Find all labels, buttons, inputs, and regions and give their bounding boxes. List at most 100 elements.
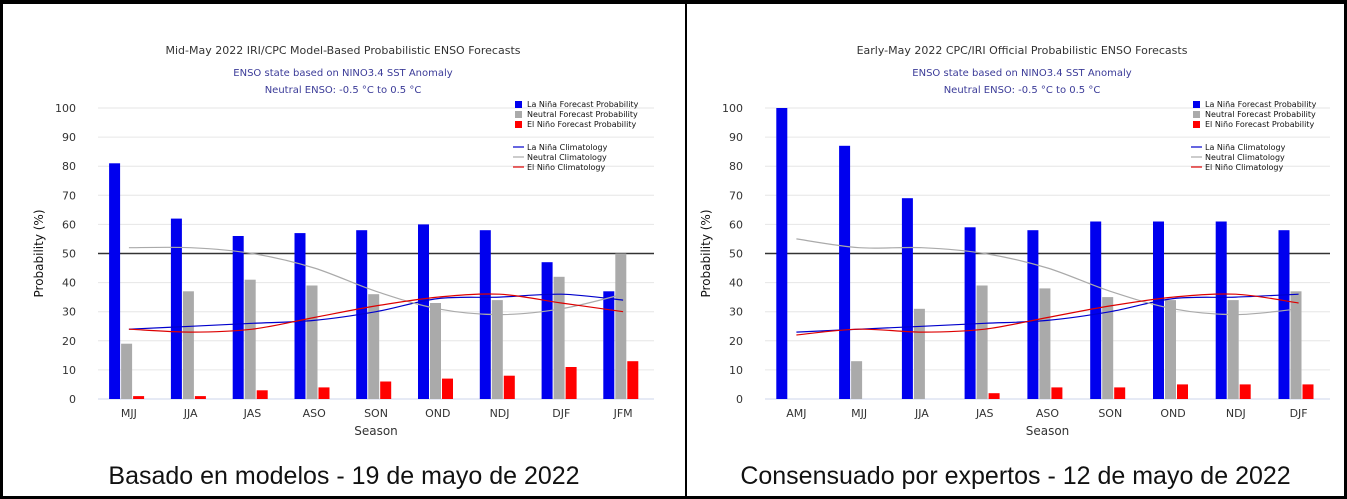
- bar-neutral: [1039, 288, 1051, 399]
- bar-el-nino: [256, 390, 268, 399]
- y-tick-label: 40: [729, 277, 743, 290]
- bar-neutral: [182, 291, 194, 399]
- x-tick-label: AMJ: [786, 407, 806, 420]
- legend-label: La Niña Forecast Probability: [1205, 100, 1317, 109]
- bar-neutral: [553, 276, 565, 399]
- x-tick-label: JJA: [183, 407, 198, 420]
- bar-la-nina: [170, 218, 182, 399]
- bar-el-nino: [380, 381, 392, 399]
- climatology-line-la-nina: [128, 293, 624, 330]
- y-tick-label: 80: [62, 160, 76, 173]
- legend-swatch: [1193, 121, 1200, 128]
- legend-label: El Niño Forecast Probability: [1205, 120, 1314, 129]
- bar-el-nino: [627, 361, 639, 399]
- bar-neutral: [244, 279, 256, 399]
- y-tick-label: 90: [62, 131, 76, 144]
- bar-la-nina: [603, 291, 615, 399]
- bar-la-nina: [1153, 221, 1164, 399]
- legend-label: Neutral Forecast Probability: [527, 110, 638, 119]
- bar-el-nino: [1114, 387, 1126, 399]
- x-tick-label: JJA: [914, 407, 929, 420]
- bar-la-nina: [1027, 230, 1039, 399]
- legend-label: La Niña Climatology: [1205, 143, 1286, 152]
- bar-neutral: [430, 303, 441, 399]
- y-tick-label: 30: [62, 306, 76, 319]
- legend-swatch: [515, 101, 522, 108]
- climatology-line-el-nino: [796, 293, 1299, 336]
- chart-right: Early-May 2022 CPC/IRI Official Probabil…: [699, 44, 1330, 438]
- bar-neutral: [1165, 300, 1176, 399]
- bar-el-nino: [318, 387, 330, 399]
- x-tick-label: DJF: [552, 407, 570, 420]
- climatology-line-neutral: [128, 246, 624, 316]
- bar-el-nino: [1177, 384, 1188, 399]
- legend-label: Neutral Climatology: [527, 153, 607, 162]
- bar-la-nina: [1090, 221, 1102, 399]
- bar-la-nina: [232, 236, 244, 399]
- bar-la-nina: [541, 262, 553, 399]
- climatology-line-neutral: [796, 238, 1299, 316]
- bar-el-nino: [565, 367, 577, 399]
- legend-swatch: [515, 121, 522, 128]
- legend-label: Neutral Forecast Probability: [1205, 110, 1316, 119]
- bar-neutral: [851, 361, 863, 399]
- bar-la-nina: [901, 198, 913, 399]
- chart-subtitle: ENSO state based on NINO3.4 SST Anomaly: [233, 68, 452, 79]
- y-tick-label: 30: [729, 306, 743, 319]
- legend-label: El Niño Climatology: [527, 163, 605, 172]
- y-tick-label: 100: [55, 102, 76, 115]
- panel-divider: [685, 0, 687, 499]
- y-tick-label: 80: [729, 160, 743, 173]
- bar-neutral: [306, 285, 318, 399]
- x-tick-label: ASO: [303, 407, 327, 420]
- bar-la-nina: [109, 163, 121, 399]
- chart-left: Mid-May 2022 IRI/CPC Model-Based Probabi…: [32, 44, 654, 438]
- bar-la-nina: [1278, 230, 1290, 399]
- bar-el-nino: [988, 393, 1000, 399]
- y-tick-label: 100: [722, 102, 743, 115]
- bar-la-nina: [1215, 221, 1227, 399]
- y-axis-title: Probability (%): [699, 209, 713, 297]
- bar-el-nino: [1302, 384, 1314, 399]
- x-tick-label: JAS: [243, 407, 262, 420]
- y-tick-label: 10: [62, 364, 76, 377]
- chart-subtitle-neutral-range: Neutral ENSO: -0.5 °C to 0.5 °C: [265, 85, 422, 96]
- climatology-line-el-nino: [128, 293, 624, 333]
- bar-el-nino: [442, 378, 453, 399]
- y-tick-label: 50: [62, 248, 76, 261]
- legend-label: Neutral Climatology: [1205, 153, 1285, 162]
- y-tick-label: 40: [62, 277, 76, 290]
- x-tick-label: SON: [1098, 407, 1122, 420]
- y-tick-label: 20: [729, 335, 743, 348]
- bar-neutral: [615, 253, 627, 399]
- bar-el-nino: [194, 396, 206, 399]
- bar-el-nino: [503, 375, 515, 399]
- y-tick-label: 60: [62, 218, 76, 231]
- y-tick-label: 70: [729, 189, 743, 202]
- bar-neutral: [1227, 300, 1239, 399]
- x-axis-title: Season: [354, 424, 398, 438]
- legend-label: La Niña Forecast Probability: [527, 100, 639, 109]
- x-tick-label: DJF: [1290, 407, 1308, 420]
- x-tick-label: OND: [1160, 407, 1185, 420]
- bar-la-nina: [776, 108, 788, 399]
- bar-la-nina: [418, 224, 429, 399]
- legend-label: El Niño Climatology: [1205, 163, 1283, 172]
- y-axis-title: Probability (%): [32, 209, 46, 297]
- chart-subtitle-neutral-range: Neutral ENSO: -0.5 °C to 0.5 °C: [944, 85, 1101, 96]
- x-tick-label: MJJ: [121, 407, 137, 420]
- x-tick-label: NDJ: [1226, 407, 1246, 420]
- y-tick-label: 60: [729, 218, 743, 231]
- caption-left: Basado en modelos - 19 de mayo de 2022: [108, 462, 580, 490]
- chart-subtitle: ENSO state based on NINO3.4 SST Anomaly: [912, 68, 1131, 79]
- bar-la-nina: [294, 233, 306, 399]
- y-tick-label: 20: [62, 335, 76, 348]
- bar-el-nino: [1051, 387, 1063, 399]
- x-tick-label: NDJ: [490, 407, 510, 420]
- y-tick-label: 70: [62, 189, 76, 202]
- bar-neutral: [976, 285, 988, 399]
- chart-title: Early-May 2022 CPC/IRI Official Probabil…: [857, 44, 1188, 57]
- bar-el-nino: [133, 396, 145, 399]
- bar-neutral: [491, 300, 503, 399]
